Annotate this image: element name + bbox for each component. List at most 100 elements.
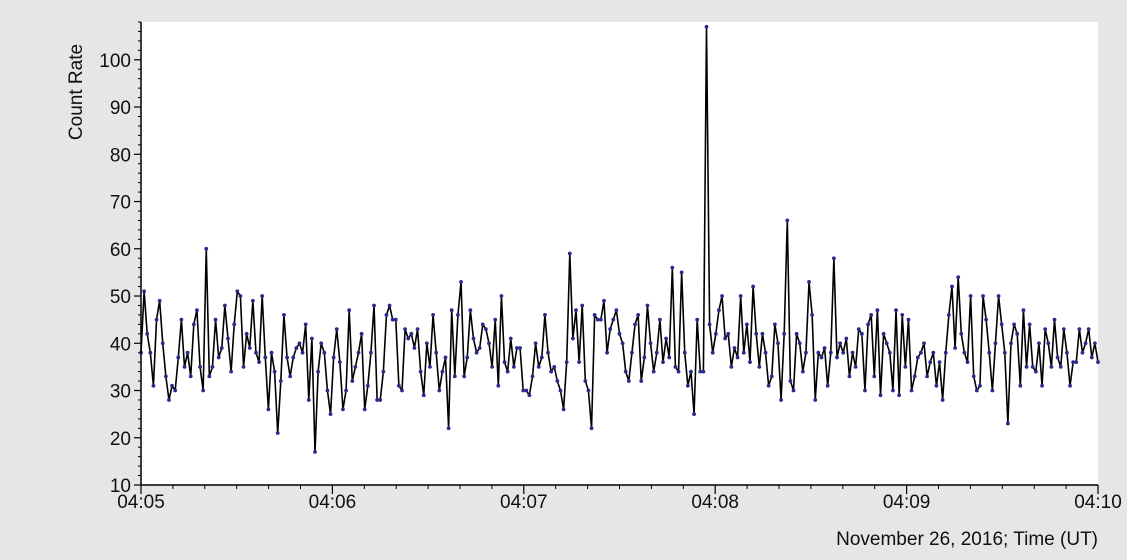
data-point	[692, 412, 696, 417]
x-tick-label: 04:05	[117, 492, 165, 513]
data-point	[210, 364, 215, 369]
data-point	[897, 393, 902, 398]
data-point	[648, 341, 653, 346]
data-point	[689, 369, 693, 374]
data-point	[838, 341, 843, 346]
data-point	[822, 346, 827, 350]
data-point	[1080, 350, 1085, 355]
y-tick-label: 70	[110, 193, 131, 214]
data-point	[620, 341, 625, 346]
data-point	[679, 270, 684, 275]
data-point	[275, 431, 280, 435]
data-point	[797, 341, 802, 346]
data-point	[266, 407, 271, 412]
data-point	[863, 388, 867, 393]
data-point	[776, 341, 780, 346]
data-point	[841, 350, 846, 355]
data-point	[968, 294, 973, 298]
data-point	[185, 350, 190, 355]
data-point	[869, 313, 874, 317]
data-point	[772, 322, 777, 327]
data-point	[636, 313, 641, 317]
data-point	[859, 331, 864, 336]
data-point	[499, 294, 504, 298]
data-point	[981, 294, 985, 298]
data-point	[564, 360, 569, 365]
data-point	[443, 355, 448, 360]
data-point	[297, 341, 302, 346]
data-point	[754, 331, 759, 336]
data-point	[300, 350, 305, 355]
data-point	[884, 341, 889, 346]
data-point	[462, 374, 467, 379]
data-point	[915, 355, 920, 360]
data-point	[580, 303, 585, 308]
y-tick-label: 30	[110, 382, 131, 403]
data-point	[384, 313, 389, 317]
data-point	[182, 364, 187, 369]
data-point	[744, 322, 749, 327]
data-point	[788, 379, 793, 383]
data-point	[1027, 322, 1032, 327]
data-point	[850, 350, 855, 355]
data-point	[729, 364, 734, 369]
data-point	[608, 327, 613, 331]
data-point	[269, 350, 274, 355]
data-point	[539, 355, 544, 360]
data-point	[1077, 327, 1082, 331]
data-point	[201, 388, 206, 393]
data-point	[527, 393, 532, 398]
data-point	[403, 327, 408, 331]
data-point	[303, 322, 308, 327]
data-point	[720, 294, 724, 298]
data-point	[903, 364, 908, 369]
data-point	[791, 388, 796, 393]
x-tick-label: 04:09	[883, 492, 931, 513]
data-point	[906, 317, 911, 322]
data-point	[356, 350, 361, 355]
data-point	[555, 379, 560, 383]
data-point	[418, 369, 423, 374]
data-point	[598, 317, 603, 322]
data-point	[325, 388, 330, 393]
data-point	[1049, 364, 1054, 369]
data-point	[347, 308, 352, 313]
data-point	[1002, 350, 1007, 355]
data-point	[400, 388, 404, 393]
data-point	[996, 294, 1001, 298]
data-point	[319, 341, 324, 346]
data-point	[241, 364, 246, 369]
data-point	[263, 355, 268, 360]
data-point	[272, 369, 277, 374]
data-point	[1033, 369, 1038, 374]
data-point	[670, 265, 675, 270]
data-point	[589, 426, 594, 431]
data-point	[195, 308, 199, 313]
data-point	[490, 364, 495, 369]
data-point	[794, 331, 799, 336]
data-point	[978, 383, 982, 388]
data-point	[651, 369, 656, 374]
data-point	[375, 398, 380, 402]
data-point	[393, 317, 398, 322]
y-tick-label: 80	[110, 145, 131, 166]
data-point	[828, 350, 833, 355]
data-point	[987, 350, 992, 355]
data-point	[543, 313, 547, 317]
data-point	[502, 360, 507, 365]
x-tick-label: 04:06	[309, 492, 357, 513]
data-point	[667, 355, 672, 360]
data-point	[602, 298, 606, 303]
data-point	[962, 350, 967, 355]
data-point	[278, 379, 283, 383]
data-point	[285, 355, 289, 360]
x-axis-title: November 26, 2016; Time (UT)	[836, 529, 1098, 550]
data-point	[341, 407, 345, 412]
data-point	[546, 350, 550, 355]
data-point	[726, 331, 731, 336]
data-point	[216, 355, 221, 360]
data-point	[316, 369, 321, 374]
data-point	[950, 284, 954, 289]
data-point	[487, 341, 491, 346]
